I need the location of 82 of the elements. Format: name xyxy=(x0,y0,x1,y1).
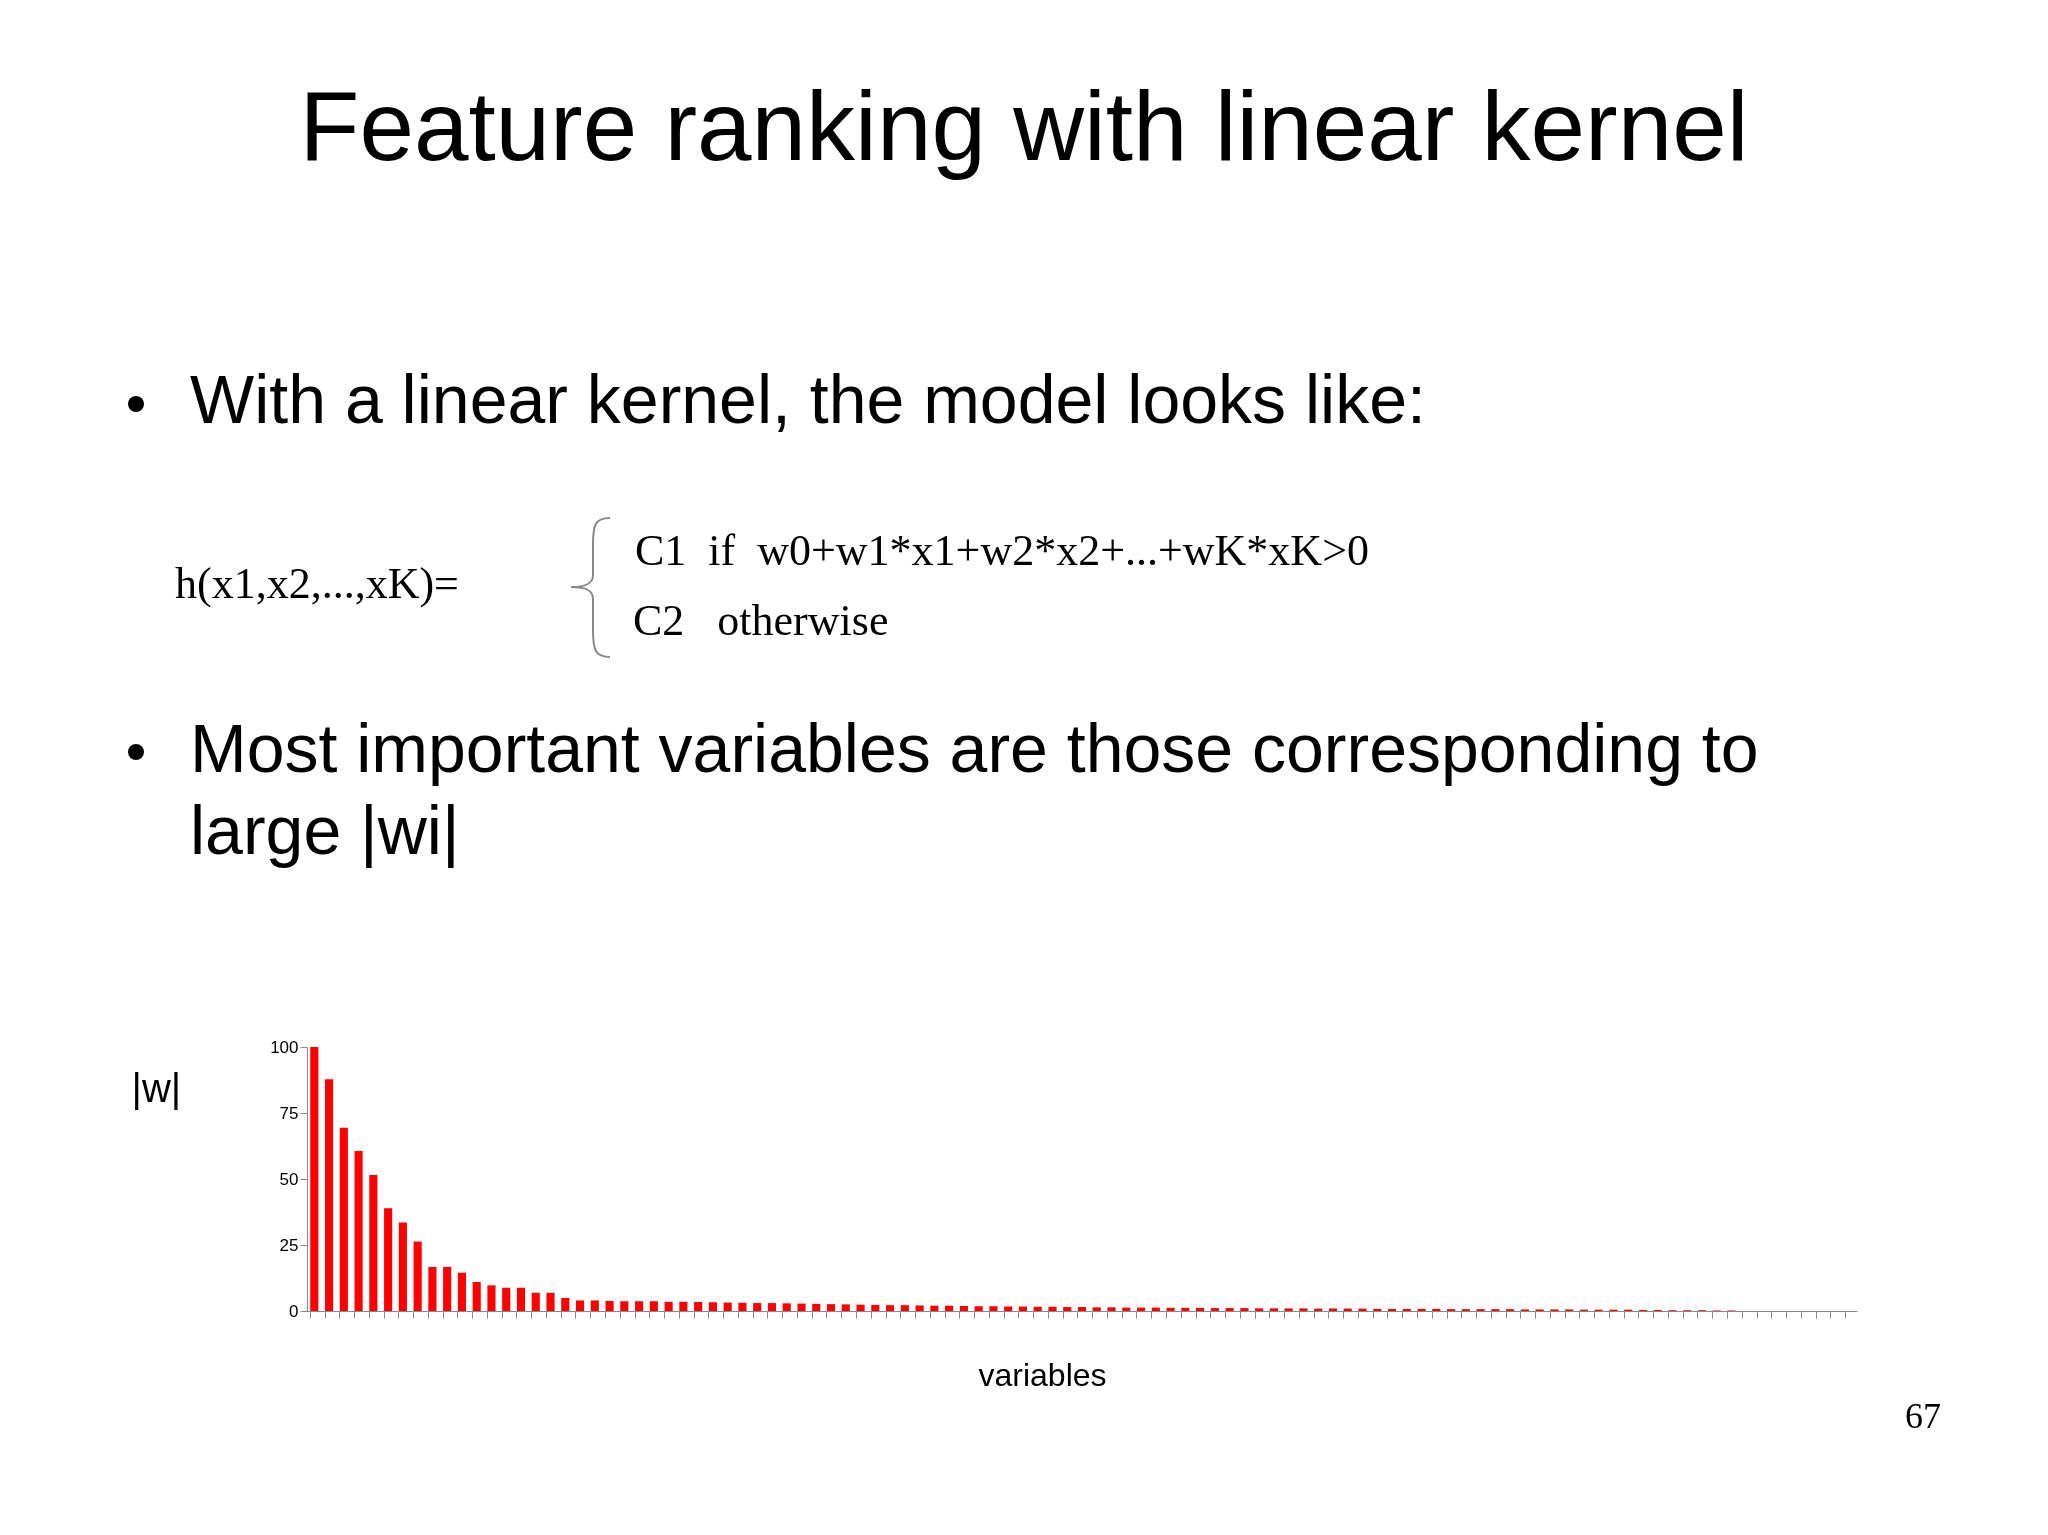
bar xyxy=(826,1304,836,1311)
bar xyxy=(1255,1308,1264,1311)
bar xyxy=(1048,1306,1057,1311)
bar xyxy=(487,1285,496,1311)
bar xyxy=(339,1127,348,1311)
x-axis-title: variables xyxy=(978,1356,1107,1393)
bar xyxy=(664,1301,673,1311)
bar xyxy=(812,1303,821,1311)
bar xyxy=(694,1302,703,1311)
bar xyxy=(1387,1308,1397,1311)
text: With a linear kernel, the model looks like: xyxy=(190,360,1426,438)
bar xyxy=(620,1301,629,1311)
bar xyxy=(841,1304,850,1311)
bar xyxy=(989,1306,998,1311)
bar xyxy=(1432,1308,1441,1311)
bar xyxy=(1240,1308,1249,1311)
bar xyxy=(723,1302,732,1311)
bar xyxy=(1417,1308,1426,1311)
bar xyxy=(930,1305,939,1311)
bar xyxy=(1166,1307,1175,1311)
bar xyxy=(708,1302,717,1311)
y-tick-label: 50 xyxy=(279,1169,299,1189)
bar xyxy=(472,1281,481,1311)
bar xyxy=(1196,1307,1205,1311)
bar xyxy=(767,1303,777,1311)
bar xyxy=(1077,1307,1087,1311)
bar xyxy=(649,1301,658,1311)
bar xyxy=(679,1301,688,1311)
bar xyxy=(1092,1307,1101,1311)
bar xyxy=(1284,1308,1293,1311)
bar xyxy=(974,1306,983,1311)
y-axis-title: |w| xyxy=(131,1065,182,1110)
bar xyxy=(1269,1308,1278,1311)
bar xyxy=(1210,1308,1219,1311)
y-tick-label: 25 xyxy=(279,1235,299,1255)
bar xyxy=(384,1208,393,1311)
text: C1 if w0+w1*x1+w2*x2+...+wK*xK>0 xyxy=(635,525,1369,576)
bar xyxy=(1107,1307,1116,1311)
text: C2 otherwise xyxy=(633,595,889,646)
bar xyxy=(561,1298,570,1311)
bar xyxy=(1063,1307,1072,1311)
bar xyxy=(605,1300,614,1311)
bar xyxy=(900,1305,909,1311)
bar xyxy=(428,1266,437,1311)
bar xyxy=(959,1305,968,1311)
bar xyxy=(1358,1308,1367,1311)
bar xyxy=(871,1304,880,1311)
bar xyxy=(856,1304,865,1311)
bar xyxy=(945,1305,954,1311)
bar xyxy=(1181,1307,1190,1311)
text: 67 xyxy=(1905,1395,1941,1437)
bar xyxy=(886,1305,895,1311)
bar xyxy=(1373,1308,1382,1311)
bar xyxy=(325,1079,334,1311)
chart-title: Feature ranking with linear kernel xyxy=(298,70,1750,183)
bar xyxy=(753,1303,762,1311)
bar xyxy=(457,1272,466,1311)
bar xyxy=(635,1301,644,1311)
bar xyxy=(546,1292,555,1311)
bar xyxy=(443,1266,452,1311)
bar xyxy=(369,1175,378,1311)
bar xyxy=(413,1241,422,1311)
bar xyxy=(1225,1308,1234,1311)
bar xyxy=(738,1302,747,1311)
bar xyxy=(915,1305,924,1311)
bar xyxy=(398,1222,407,1311)
bar xyxy=(502,1287,511,1311)
bar xyxy=(1033,1306,1042,1311)
text: Most important variables are those corresponding to large |wi| xyxy=(190,709,1760,870)
bar xyxy=(575,1300,585,1311)
bar xyxy=(531,1292,540,1311)
bar xyxy=(516,1287,526,1311)
text: h(x1,x2,...,xK)= xyxy=(175,558,459,609)
bar xyxy=(354,1151,363,1311)
y-tick-label: 75 xyxy=(279,1103,299,1123)
bar xyxy=(797,1303,806,1311)
bar xyxy=(782,1303,791,1311)
y-tick-label: 100 xyxy=(270,1037,299,1057)
bar xyxy=(590,1300,599,1311)
bar xyxy=(1402,1308,1411,1311)
y-tick-label: 0 xyxy=(289,1301,299,1321)
bar xyxy=(1299,1308,1308,1311)
